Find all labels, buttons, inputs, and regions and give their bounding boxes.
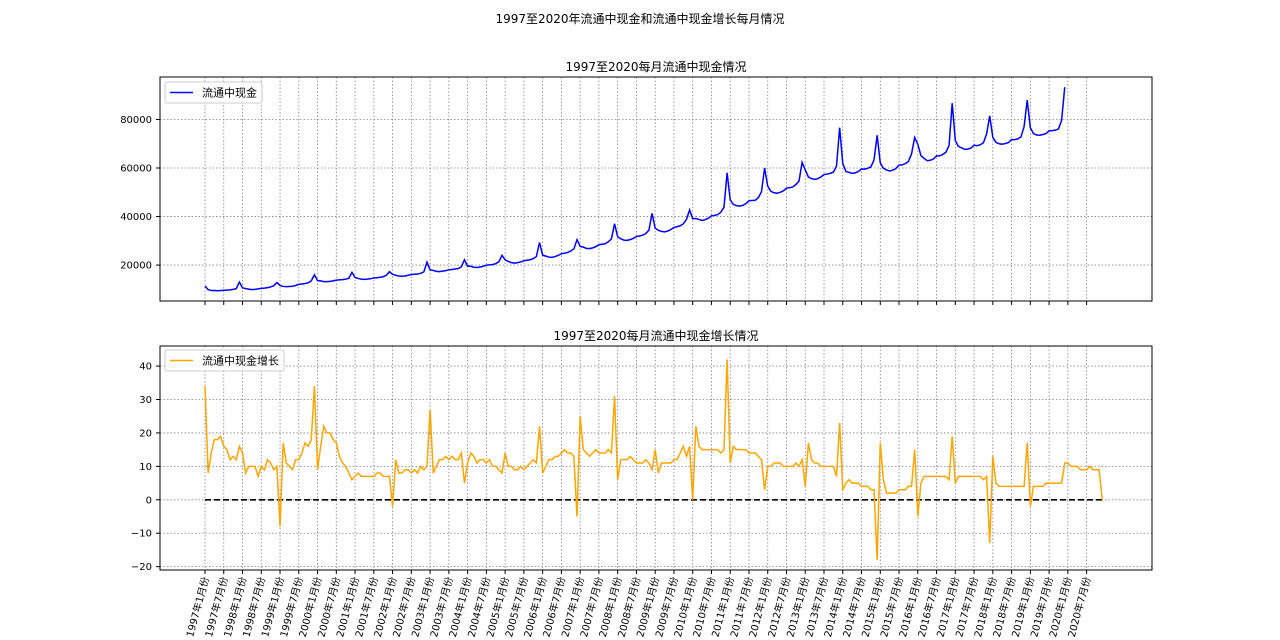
cash-legend-label: 流通中现金 xyxy=(202,86,257,100)
y-tick-label: 60000 xyxy=(120,164,152,175)
growth-chart-frame xyxy=(159,345,1153,571)
growth-chart-x-ticks: 1997年1月份1997年7月份1998年1月份1998年7月份1999年1月份… xyxy=(183,570,1094,638)
growth-legend-label: 流通中现金增长 xyxy=(202,354,279,368)
y-tick-label: 20000 xyxy=(120,261,152,272)
growth-chart-legend: 流通中现金增长 xyxy=(164,349,285,372)
y-tick-label: 40 xyxy=(139,362,152,373)
cash-chart-frame xyxy=(159,76,1153,302)
growth-legend-box xyxy=(164,349,285,372)
cash-chart-legend: 流通中现金 xyxy=(164,81,263,104)
y-tick-label: −20 xyxy=(131,562,152,573)
cash-chart-x-ticks xyxy=(204,301,1088,305)
growth-chart-title: 1997至2020每月流通中现金增长情况 xyxy=(553,328,758,343)
cash-chart-axes: 1997至2020每月流通中现金情况 20000400006000080000 … xyxy=(120,59,1153,305)
cash-chart-title: 1997至2020每月流通中现金情况 xyxy=(565,59,746,74)
y-tick-label: 0 xyxy=(146,495,152,506)
y-tick-label: 80000 xyxy=(120,115,152,126)
figure-title: 1997至2020年流通中现金和流通中现金增长每月情况 xyxy=(495,11,784,26)
growth-series-line xyxy=(204,359,1103,561)
y-tick-label: 10 xyxy=(139,462,152,473)
y-tick-label: 40000 xyxy=(120,212,152,223)
growth-chart-axes: 1997至2020每月流通中现金增长情况 −20 −10 0 10 20 30 40 199… xyxy=(131,328,1153,638)
growth-chart-y-ticks: −20 −10 0 10 20 30 40 xyxy=(131,362,160,573)
cash-chart-grid xyxy=(160,77,1152,301)
y-tick-label: 30 xyxy=(139,395,152,406)
y-tick-label: −10 xyxy=(131,529,152,540)
y-tick-label: 20 xyxy=(139,428,152,439)
cash-chart-y-ticks: 20000 40000 60000 80000 xyxy=(120,115,160,272)
cash-legend-box xyxy=(164,81,263,104)
cash-series-line xyxy=(204,87,1066,292)
